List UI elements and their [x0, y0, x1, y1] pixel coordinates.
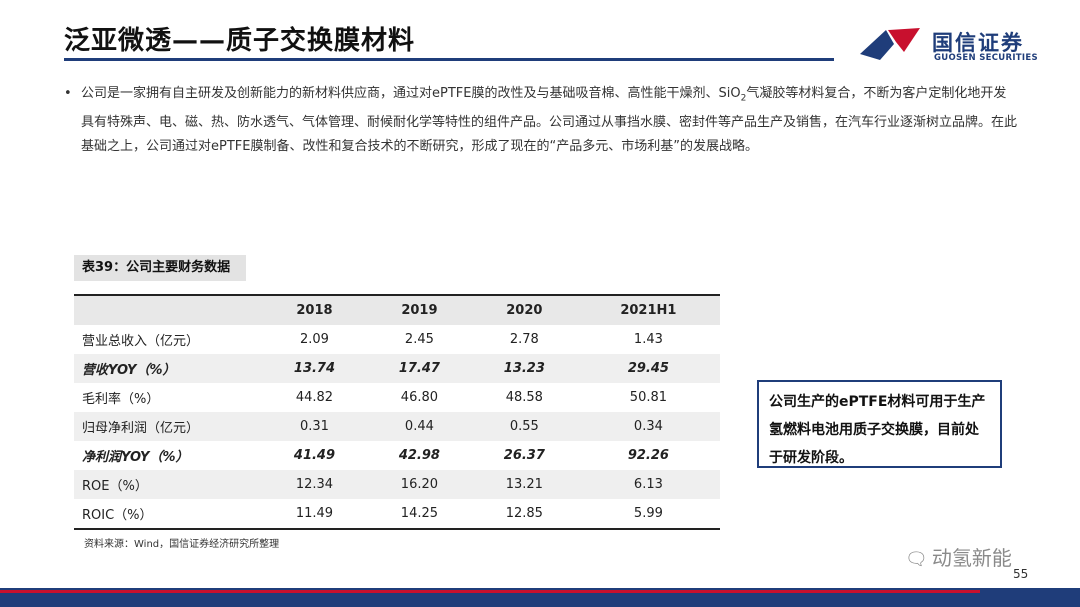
subscript-2: 2: [740, 93, 747, 104]
table-row: 营收YOY（%） 13.74 17.47 13.23 29.45: [74, 354, 720, 383]
wechat-icon: 🗨: [905, 549, 928, 570]
table-cell: 46.80: [400, 390, 439, 405]
watermark-text: 动氢新能: [931, 546, 1012, 570]
intro-text: 公司是一家拥有自主研发及创新能力的新材料供应商，通过对ePTFE膜的改性及与基础…: [81, 82, 1019, 159]
table-cell: 13.21: [471, 470, 577, 499]
table-row: ROIC（%） 11.49 14.25 12.85 5.99: [74, 499, 720, 530]
table-header-row: 2018 2019 2020 2021H1: [74, 294, 720, 325]
table-cell: 17.47: [366, 354, 472, 383]
table-cell: 0.31: [262, 412, 367, 441]
table-cell: 29.45: [576, 354, 720, 383]
row-label: ROE（%）: [74, 470, 262, 499]
callout-box: 公司生产的ePTFE材料可用于生产氢燃料电池用质子交换膜，目前处于研发阶段。: [757, 380, 1002, 468]
table-cell: 5.99: [576, 499, 720, 530]
table-cell: 0.55: [471, 412, 577, 441]
table-row: ROE（%） 12.34 16.20 13.21 6.13: [74, 470, 720, 499]
column-header: 2021H1: [576, 294, 720, 325]
table-cell: 0.34: [576, 412, 720, 441]
table-cell: 11.49: [262, 499, 367, 530]
row-label: ROIC（%）: [74, 499, 262, 530]
table-row: 归母净利润（亿元） 0.31 0.44 0.55 0.34: [74, 412, 720, 441]
row-label: 营收YOY（%）: [74, 354, 262, 383]
column-header: 2019: [366, 294, 472, 325]
table-cell: 2.45: [404, 332, 434, 347]
table-row: 毛利率（%） 44.82 46.80 48.58 50.81: [74, 383, 720, 412]
row-label: 净利润YOY（%）: [82, 450, 189, 465]
intro-text-part1: 公司是一家拥有自主研发及创新能力的新材料供应商，通过对ePTFE膜的改性及与基础…: [81, 86, 741, 101]
table-cell: 42.98: [398, 448, 440, 463]
page-number: 55: [1013, 567, 1029, 581]
column-header: 2018: [262, 294, 367, 325]
table-cell: 44.82: [295, 390, 334, 405]
table-cell: 12.34: [262, 470, 367, 499]
row-label: 营业总收入（亿元）: [82, 334, 200, 349]
page-title: 泛亚微透——质子交换膜材料: [64, 26, 416, 56]
logo-text-en: GUOSEN SECURITIES: [934, 53, 1038, 63]
table-cell: 41.49: [293, 448, 336, 463]
table-cell: 92.26: [627, 448, 669, 463]
table-cell: 1.43: [633, 332, 663, 347]
column-header: 2020: [471, 294, 577, 325]
table-cell: 6.13: [576, 470, 720, 499]
footer-bar: [0, 588, 1080, 607]
header-label-cell: [74, 294, 262, 325]
table-cell: 12.85: [471, 499, 577, 530]
table-cell: 2.78: [509, 332, 539, 347]
table-row: 净利润YOY（%） 41.49 42.98 26.37 92.26: [74, 441, 720, 470]
bullet: •: [64, 86, 72, 101]
financial-table: 2018 2019 2020 2021H1 营业总收入（亿元） 2.09 2.4…: [74, 294, 720, 530]
table-cell: 16.20: [366, 470, 472, 499]
table-cell: 50.81: [629, 390, 668, 405]
table-cell: 26.37: [503, 448, 545, 463]
title-underline: [64, 58, 834, 61]
table-row: 营业总收入（亿元） 2.09 2.45 2.78 1.43: [74, 325, 720, 354]
table-source-note: 资料来源：Wind，国信证券经济研究所整理: [84, 539, 280, 550]
company-logo: 国信证券 GUOSEN SECURITIES: [858, 24, 1058, 68]
intro-text-part2: 气凝胶等材料复合，不断为客户定制化地开发具有特殊声、电、磁、热、防水透气、气体管…: [81, 86, 1018, 154]
table-cell: 14.25: [366, 499, 472, 530]
watermark: 🗨 动氢新能: [905, 542, 1012, 571]
footer-red-stripe: [0, 590, 980, 593]
logo-text-cn: 国信证券: [932, 31, 1024, 55]
logo-mark-icon: [860, 28, 920, 60]
table-cell: 13.74: [262, 354, 367, 383]
row-label: 归母净利润（亿元）: [74, 412, 262, 441]
table-caption: 表39：公司主要财务数据: [74, 255, 246, 281]
table-cell: 2.09: [299, 332, 329, 347]
table-cell: 13.23: [471, 354, 577, 383]
row-label: 毛利率（%）: [82, 392, 160, 407]
intro-paragraph: • 公司是一家拥有自主研发及创新能力的新材料供应商，通过对ePTFE膜的改性及与…: [64, 82, 1019, 159]
table-cell: 48.58: [505, 390, 543, 405]
table-cell: 0.44: [366, 412, 472, 441]
